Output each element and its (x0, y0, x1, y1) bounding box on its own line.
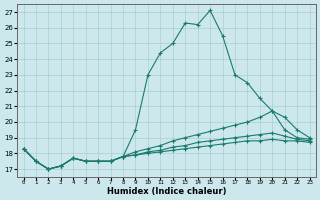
X-axis label: Humidex (Indice chaleur): Humidex (Indice chaleur) (107, 187, 226, 196)
